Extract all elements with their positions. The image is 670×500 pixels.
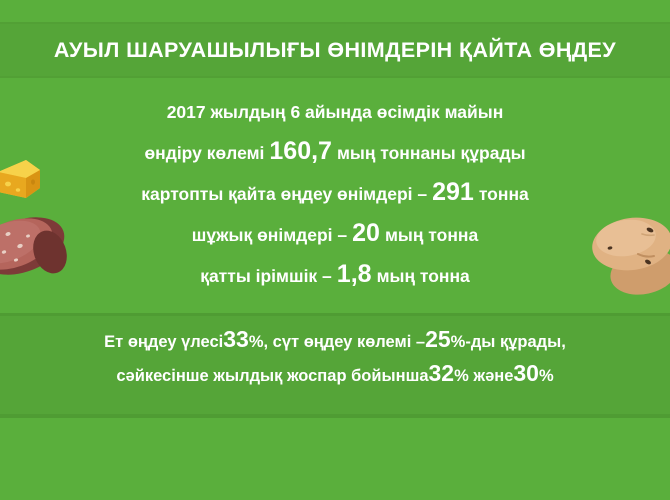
salami-sausage-icon [0,200,68,288]
stats-line-value-1: 32 [428,360,455,386]
body-line-pre: қатты ірімшік – [200,266,332,286]
body-line-pre: 2017 жылдың 6 айында өсімдік майын [166,102,504,122]
body-line-pre: шұжық өнімдері – [191,225,348,245]
body-line-value: 291 [432,178,474,206]
stats-text-block: Ет өңдеу үлесі 33 %, сүт өңдеу көлемі – … [0,325,670,393]
header-band [0,22,670,78]
body-line-pre: картопты қайта өңдеу өнімдері – [141,184,428,204]
stats-line-seg2: % және [454,367,514,385]
body-text-block: 2017 жылдың 6 айында өсімдік майын өндір… [0,92,670,297]
body-line: шұжық өнімдері – 20 мың тонна [192,215,478,256]
potato-icon [592,200,670,302]
stats-line-seg2: %, сүт өңдеу көлемі – [248,333,426,351]
body-line-post: мың тоннаны құрады [336,143,526,163]
body-line: қатты ірімшік – 1,8 мың тонна [200,256,470,297]
header-band-bottom-edge [0,76,670,78]
body-line-value: 1,8 [336,260,372,288]
stats-line: Ет өңдеу үлесі 33 %, сүт өңдеу көлемі – … [104,325,566,359]
body-line-value: 20 [352,219,380,247]
body-line: картопты қайта өңдеу өнімдері – 291 тонн… [141,174,529,215]
cheese-wedge-icon [0,158,42,206]
page-title: АУЫЛ ШАРУАШЫЛЫҒЫ ӨНІМДЕРІН ҚАЙТА ӨҢДЕУ [53,37,617,62]
stats-line-seg1: сәйкесінше жылдық жоспар бойынша [116,367,429,385]
stats-line-seg3: %-ды құрады, [450,333,566,351]
body-line-post: мың тонна [376,266,470,286]
stats-band-top-edge [0,313,670,316]
stats-line-seg1: Ет өңдеу үлесі [104,333,224,351]
stats-band-bottom-edge [0,414,670,418]
stats-line: сәйкесінше жылдық жоспар бойынша 32 % жә… [116,359,553,393]
header-band-top-edge [0,22,670,24]
stats-line-seg3: % [538,367,554,385]
body-line-pre: өндіру көлемі [144,143,265,163]
stats-band [0,313,670,418]
body-line-post: мың тонна [384,225,479,245]
body-line-post: тонна [478,184,529,204]
body-line-value: 160,7 [269,137,332,165]
stats-line-value-1: 33 [223,326,249,352]
body-line: өндіру көлемі 160,7 мың тоннаны құрады [144,133,525,174]
stats-line-value-2: 25 [425,326,451,352]
body-line: 2017 жылдың 6 айында өсімдік майын [167,92,504,133]
stats-line-value-2: 30 [513,360,539,386]
